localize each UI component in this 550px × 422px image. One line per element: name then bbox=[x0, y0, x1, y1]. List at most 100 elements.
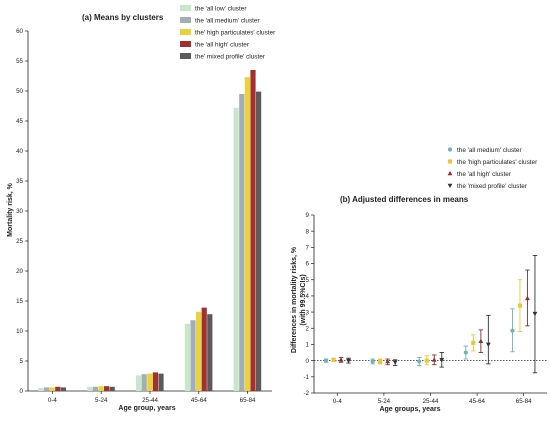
panel-b-y-tick-label: 2 bbox=[306, 325, 310, 332]
panel-b-point-triangle-down bbox=[447, 183, 453, 188]
panel-b-x-tick-label: 45-64 bbox=[469, 398, 485, 405]
panel-a-y-tick-label: 10 bbox=[16, 328, 23, 335]
panel-a-bar bbox=[201, 307, 207, 391]
panel-b-point-triangle-down bbox=[346, 358, 351, 364]
panel-a-bar bbox=[158, 373, 164, 391]
panel-b-x-axis-label: Age groups, years bbox=[379, 406, 440, 413]
panel-b-x-tick-label: 65-84 bbox=[516, 398, 532, 405]
panel-b-x-tick-label: 5-24 bbox=[378, 398, 391, 405]
panel-b-point-square bbox=[517, 303, 523, 308]
panel-a-title: (a) Means by clusters bbox=[82, 13, 164, 22]
panel-a-means-by-clusters: (a) Means by clusters Mortality risk, % … bbox=[7, 5, 276, 412]
panel-a-bar bbox=[207, 314, 213, 391]
panel-a-x-ticks: 0-4 5-24 25-44 45-64 65-84 bbox=[48, 391, 256, 404]
panel-a-y-tick-label: 5 bbox=[20, 358, 24, 365]
panel-b-point-triangle-up bbox=[447, 171, 453, 176]
panel-a-x-tick-label: 45-64 bbox=[191, 397, 207, 404]
panel-a-legend: the 'all low' cluster the 'all medium' cl… bbox=[180, 5, 276, 61]
panel-a-y-tick-label: 30 bbox=[16, 208, 23, 215]
panel-a-legend-swatch bbox=[180, 5, 191, 11]
panel-a-y-tick-label: 45 bbox=[16, 118, 23, 125]
panel-a-bar bbox=[44, 387, 50, 391]
panel-a-x-tick-label: 65-84 bbox=[240, 397, 256, 404]
panel-b-legend-label: the 'all medium' cluster bbox=[457, 147, 522, 154]
panel-b-point-square bbox=[424, 358, 429, 363]
panel-b-points bbox=[323, 255, 538, 374]
panel-a-bar bbox=[256, 91, 262, 391]
panel-a-y-tick-label: 50 bbox=[16, 88, 23, 95]
panel-a-y-tick-label: 60 bbox=[16, 28, 23, 35]
panel-a-bar bbox=[152, 372, 158, 391]
panel-b-y-tick-label: 5 bbox=[306, 277, 310, 284]
panel-a-legend-label: the 'all low' cluster bbox=[195, 6, 247, 13]
panel-a-bar bbox=[55, 386, 61, 391]
panel-b-y-tick-label: 8 bbox=[306, 228, 310, 235]
panel-b-point-circle bbox=[447, 147, 453, 152]
panel-a-legend-swatch bbox=[180, 17, 191, 23]
panel-a-bar bbox=[60, 387, 66, 391]
panel-b-y-tick-label: -2 bbox=[303, 390, 309, 397]
panel-a-y-ticks: 0 5 10 15 20 25 30 35 40 45 50 55 60 bbox=[16, 28, 28, 395]
panel-b-legend: the 'all medium' cluster the 'high partic… bbox=[447, 147, 538, 190]
panel-a-bar bbox=[38, 388, 44, 391]
panel-a-legend-label: the 'all high' cluster bbox=[195, 42, 250, 49]
panel-b-y-ticks: -2 -1 0 1 2 3 4 5 6 7 8 9 bbox=[303, 212, 314, 397]
panel-b-y-axis-label: Differences in mortality risks, % bbox=[291, 246, 298, 353]
panel-b-point-circle bbox=[370, 359, 375, 364]
panel-a-bar bbox=[104, 386, 110, 391]
panel-b-point-square bbox=[378, 359, 383, 364]
panel-b-point-triangle-down bbox=[392, 360, 398, 365]
panel-a-y-tick-label: 20 bbox=[16, 268, 23, 275]
panel-b-point-circle bbox=[417, 359, 422, 364]
panel-b-point-triangle-up bbox=[338, 357, 344, 362]
panel-a-bar bbox=[49, 387, 55, 391]
panel-b-legend-label: the 'all high' cluster bbox=[457, 171, 512, 178]
panel-b-point-triangle-down bbox=[485, 342, 491, 347]
panel-b-y-tick-label: -1 bbox=[303, 374, 309, 381]
panel-b-legend-label: the 'high particulates' cluster bbox=[457, 159, 538, 166]
panel-b-point-triangle-up bbox=[431, 357, 437, 362]
panel-a-bar bbox=[184, 323, 190, 391]
panel-a-bar bbox=[98, 386, 104, 391]
panel-b-y-tick-label: 9 bbox=[306, 212, 310, 219]
panel-a-x-axis-label: Age group, years bbox=[118, 405, 175, 412]
panel-b-y-tick-label: 0 bbox=[306, 358, 310, 365]
panel-b-y-tick-label: 6 bbox=[306, 261, 310, 268]
panel-a-y-tick-label: 35 bbox=[16, 178, 23, 185]
panel-b-point-triangle-up bbox=[478, 338, 484, 344]
panel-b-y-tick-label: 1 bbox=[306, 342, 310, 349]
panel-a-bar bbox=[147, 373, 153, 391]
panel-b-point-circle bbox=[510, 328, 515, 333]
panel-b-point-square bbox=[331, 357, 336, 362]
panel-a-legend-label: the' mixed profile' cluster bbox=[195, 54, 266, 61]
panel-b-title: (b) Adjusted differences in means bbox=[340, 195, 469, 204]
panel-b-point-triangle-up bbox=[525, 295, 530, 301]
panel-b-y-axis-label-ci: (with 99.5%CIs) bbox=[300, 274, 307, 325]
panel-a-bar bbox=[233, 107, 239, 392]
panel-a-legend-swatch bbox=[180, 53, 191, 59]
panel-b-x-tick-label: 0-4 bbox=[333, 398, 343, 405]
panel-a-legend-label: the 'all medium' cluster bbox=[195, 18, 260, 25]
panel-a-y-tick-label: 0 bbox=[20, 388, 24, 395]
panel-b-x-ticks: 0-4 5-24 25-44 45-64 65-84 bbox=[333, 393, 532, 405]
panel-a-bar bbox=[92, 386, 98, 391]
panel-b-point-triangle-up bbox=[385, 358, 391, 364]
panel-a-y-tick-label: 25 bbox=[16, 238, 23, 245]
panel-a-legend-label: the' high particulates' cluster bbox=[195, 30, 276, 37]
panel-b-point-triangle-down bbox=[439, 358, 445, 363]
panel-a-legend-swatch bbox=[180, 41, 191, 47]
panel-b-legend-label: the 'mixed profile' cluster bbox=[457, 183, 528, 190]
panel-b-point-circle bbox=[323, 358, 329, 363]
panel-a-bar bbox=[239, 94, 245, 391]
panel-b-y-tick-label: 7 bbox=[306, 245, 310, 252]
panel-a-y-tick-label: 40 bbox=[16, 148, 23, 155]
panel-a-bar bbox=[87, 386, 93, 391]
panel-a-x-tick-label: 5-24 bbox=[95, 397, 108, 404]
panel-a-bar bbox=[109, 386, 115, 391]
panel-a-y-axis-label: Mortality risk, % bbox=[7, 182, 14, 236]
panel-a-bar bbox=[190, 320, 196, 391]
panel-b-adjusted-differences: (b) Adjusted differences in means Differ… bbox=[291, 147, 547, 413]
panel-a-legend-swatch bbox=[180, 29, 191, 35]
panel-a-bar bbox=[250, 70, 256, 391]
